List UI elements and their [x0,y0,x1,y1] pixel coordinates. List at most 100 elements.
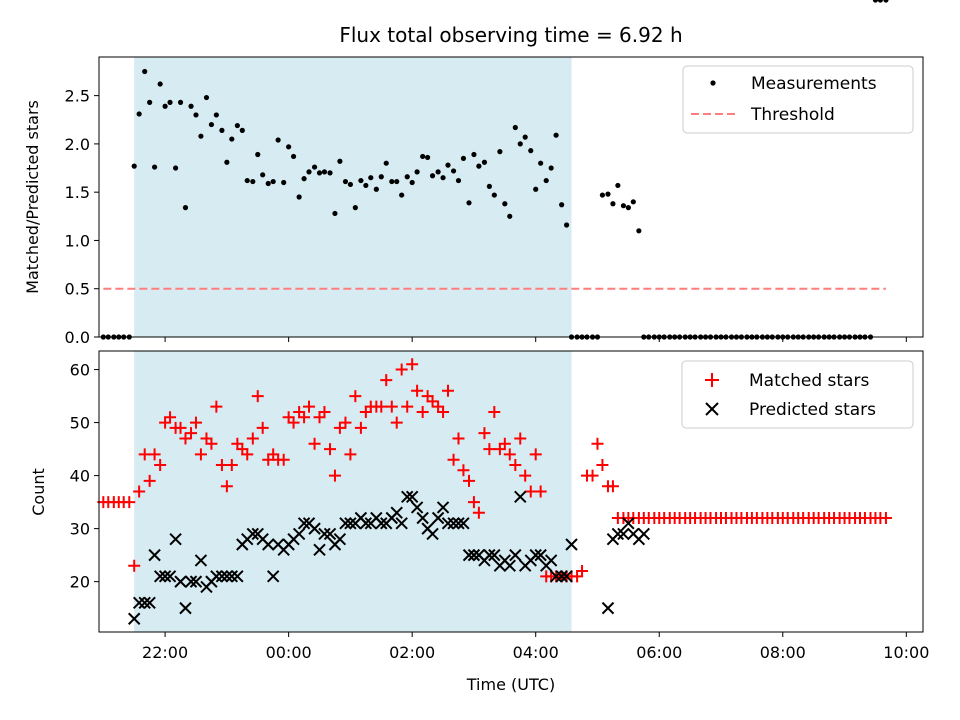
predicted-stars-point [174,575,187,588]
measurement-point [872,0,879,3]
legend-matched-label: Matched stars [749,371,869,391]
measurement-point [877,0,883,3]
matched-stars-point [148,448,161,461]
x-tick-label: 00:00 [266,643,312,662]
measurement-point [599,192,606,198]
measurement-point [553,132,559,138]
measurement-point [368,175,374,181]
predicted-stars-point [339,517,352,530]
measurement-point [275,137,281,143]
predicted-stars-point [189,575,203,588]
measurement-point [389,178,395,185]
matched-stars-point [483,443,496,456]
matched-stars-point [308,437,321,450]
predicted-stars-point [210,570,223,583]
predicted-stars-point [514,490,527,504]
predicted-stars-point [128,612,141,625]
measurement-point [420,153,426,160]
measurement-point [486,183,492,189]
predicted-stars-point [184,575,198,588]
matched-stars-point [385,400,398,413]
y-tick-label: 1.5 [65,183,90,202]
ratio-x-ticks [164,337,907,342]
matched-stars-point [586,469,599,482]
measurement-point [394,178,400,185]
measurement-point [610,201,616,207]
measurement-point [471,151,477,158]
matched-stars-point [174,421,187,434]
predicted-stars-point [483,548,496,562]
measurement-point [316,170,323,176]
measurement-point [337,158,343,164]
matched-stars-point [328,469,341,482]
x-tick-label: 06:00 [636,643,682,662]
ratio-y-axis-label: Matched/Predicted stars [23,100,42,294]
matched-stars-point [318,405,331,418]
measurement-point [332,210,338,217]
predicted-stars-point [158,570,172,583]
measurement-point [182,205,189,211]
y-tick-label: 40 [70,467,90,486]
measurement-point [290,153,297,160]
matched-stars-point [576,565,589,578]
predicted-stars-point [266,570,280,583]
predicted-stars-point [246,527,260,541]
measurement-point [383,160,389,166]
measurement-point [440,175,446,181]
predicted-stars-point [549,570,563,583]
predicted-stars-point [153,570,167,583]
predicted-stars-point [179,601,192,615]
predicted-stars-point [503,559,516,572]
measurement-point [281,179,287,186]
matched-stars-point [287,416,300,429]
matched-stars-point [514,432,527,445]
matched-stars-point [529,448,542,461]
predicted-stars-point [262,538,275,551]
predicted-stars-point [617,527,630,541]
matched-stars-point [452,432,465,445]
measurement-point [147,99,153,105]
matched-stars-point [488,405,501,418]
measurement-point [347,181,354,188]
measurement-point [620,203,627,209]
measurement-point [167,99,173,105]
ratio-marks [100,0,889,340]
matched-stars-point [210,400,223,413]
measurement-point [188,103,194,109]
measurement-point [455,177,462,184]
y-tick-label: 0.5 [65,280,90,299]
matched-stars-point [519,469,532,482]
predicted-stars-point [138,596,151,610]
predicted-stars-point [143,596,156,610]
measurement-point [378,174,384,180]
measurement-point [172,165,179,171]
measurement-point [157,81,163,87]
predicted-stars-point [555,570,568,583]
measurement-point [250,178,256,185]
measurement-point [229,136,235,142]
measurement-point [306,169,312,175]
measurement-point [512,124,518,131]
count-legend: Matched stars Predicted stars [681,360,914,429]
matched-stars-point [462,474,475,487]
observing-window-band [134,351,572,632]
predicted-stars-point [231,570,244,583]
predicted-stars-point [447,517,460,530]
predicted-stars-point [509,548,522,562]
measurement-point [538,160,544,166]
legend-matched-marker [705,373,719,387]
predicted-stars-point [410,501,424,514]
measurement-point [517,141,523,147]
matched-stars-point [606,480,619,493]
matched-stars-point [426,395,439,408]
measurement-point [142,68,148,75]
measurement-point [414,169,420,175]
measurement-point [605,191,611,197]
x-tick-label: 02:00 [389,643,435,662]
predicted-stars-point [390,506,403,519]
measurement-point [636,228,642,234]
matched-stars-point [225,458,238,471]
measurement-point [445,162,451,168]
count-panel: 20 30 40 50 60 22:00 00:00 02:00 04:00 06:00 08:0… [29,350,929,662]
